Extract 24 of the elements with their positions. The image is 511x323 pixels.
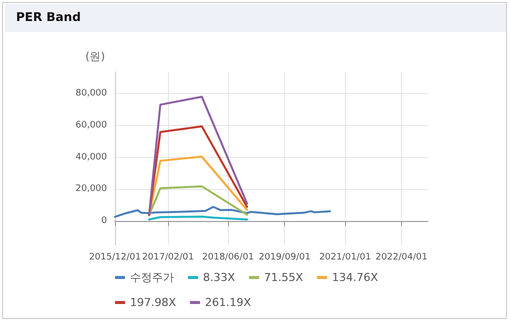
legend-label: 수정주가 [130, 271, 174, 284]
y-tick-label: 20,000 [76, 184, 108, 194]
y-tick-label: 60,000 [76, 120, 108, 130]
legend-label: 197.98X [130, 296, 176, 309]
y-tick-label: 80,000 [76, 88, 108, 99]
legend-label: 134.76X [332, 271, 379, 284]
x-tick-label: 2018/06/01 [202, 252, 254, 262]
y-tick-label: 0 [101, 216, 108, 226]
x-tick-label: 2015/12/01 [89, 252, 141, 262]
x-tick-label: 2019/09/01 [258, 252, 311, 262]
line-series [148, 156, 248, 216]
legend-label: 71.55X [264, 271, 304, 284]
line-series [148, 96, 248, 216]
y-tick-label: 40,000 [76, 152, 108, 162]
y-axis-title: (원) [85, 50, 105, 63]
line-series [148, 185, 248, 216]
line-series [148, 125, 248, 216]
chart-title: PER Band [16, 10, 81, 24]
line-series [114, 206, 332, 218]
x-tick-label: 2021/01/01 [319, 252, 372, 262]
legend-label: 261.19X [205, 296, 252, 309]
x-tick-label: 2022/04/01 [376, 252, 428, 262]
x-tick-label: 2017/02/01 [142, 252, 194, 262]
legend-label: 8.33X [203, 271, 236, 284]
